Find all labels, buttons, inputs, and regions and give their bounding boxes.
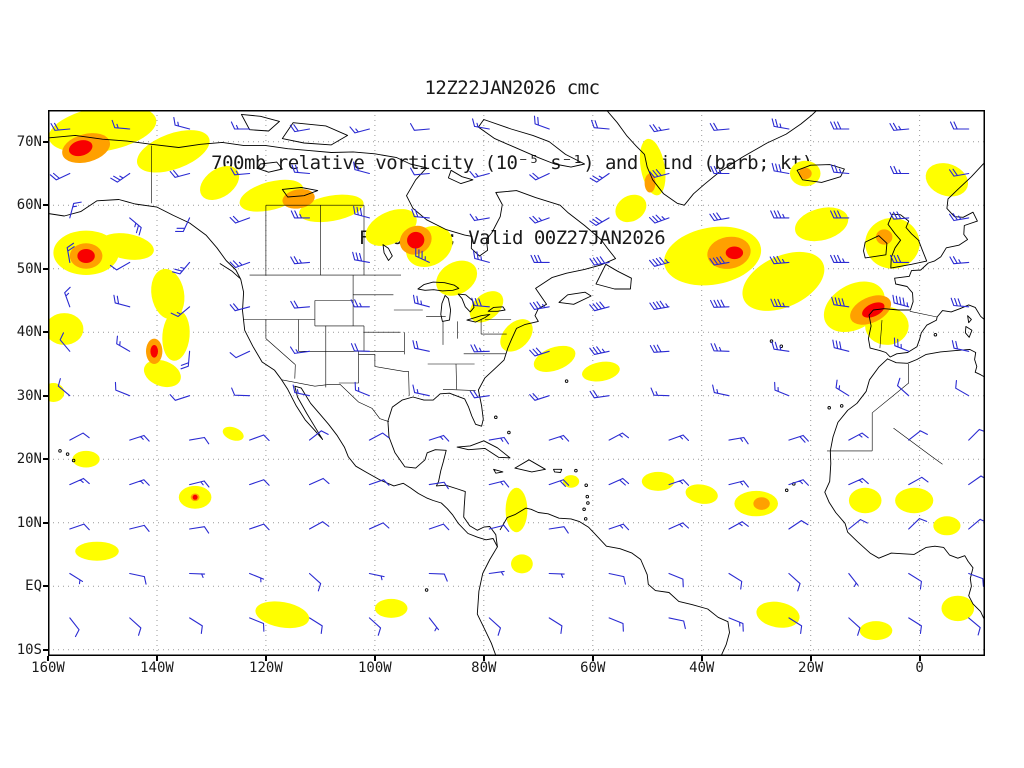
lon-axis-label: 20W [798,660,824,676]
lon-axis-tick [373,656,376,661]
lat-axis-tick [43,521,48,524]
lat-axis-label: 10N [16,514,42,531]
lon-axis-label: 60W [580,660,606,676]
lon-axis-tick [809,656,812,661]
lat-axis-label: 70N [16,133,42,150]
lon-axis-tick [482,656,485,661]
lon-axis-label: 40W [689,660,715,676]
lon-axis-label: 80W [471,660,497,676]
lon-axis-label: 120W [249,660,283,676]
lon-axis-label: 160W [31,660,65,676]
lat-axis-tick [43,394,48,397]
lat-axis-label: 10S [16,641,42,658]
map-frame [48,110,985,656]
state-country-border-layer [151,145,943,465]
lat-axis-label: 20N [16,451,42,468]
lon-axis-tick [264,656,267,661]
lat-axis-label: 40N [16,324,42,341]
wind-barb-layer [49,115,989,638]
lat-axis-label: 60N [16,197,42,214]
lon-axis-label: 140W [140,660,174,676]
lon-axis-label: 0 [915,660,924,676]
lon-axis-tick [47,656,49,661]
lat-axis-tick [43,585,48,588]
lat-axis-tick [43,204,48,207]
lat-axis-tick [43,267,48,270]
lon-axis-tick [918,656,921,661]
lat-axis-label: 30N [16,387,42,404]
vorticity-shading-layer [42,105,975,641]
lat-axis-label: EQ [25,578,42,595]
weather-map [42,105,989,656]
lon-axis-tick [591,656,594,661]
grid-layer [48,110,985,656]
coastline-layer [47,109,986,656]
lat-axis-tick [43,140,48,143]
lat-axis-tick [43,331,48,334]
lat-axis-tick [43,648,48,651]
lat-axis-label: 50N [16,260,42,277]
lat-axis-tick [43,458,48,461]
title-line-1: 12Z22JAN2026 cmc [424,77,600,99]
lon-axis-label: 100W [358,660,392,676]
lon-axis-tick [155,656,158,661]
lon-axis-tick [700,656,703,661]
map-container [42,105,989,656]
